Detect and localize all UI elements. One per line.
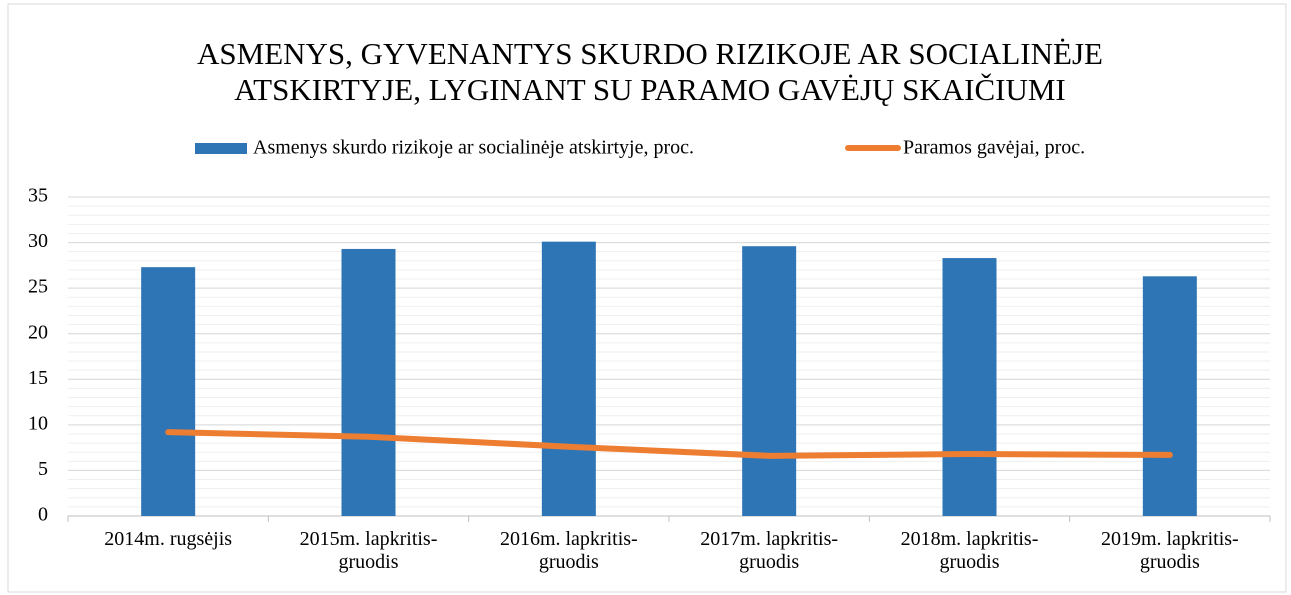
bar bbox=[742, 246, 797, 516]
y-tick-label: 30 bbox=[28, 230, 48, 252]
bar bbox=[541, 241, 596, 516]
legend-swatch bbox=[195, 143, 247, 154]
x-tick-label: 2016m. lapkritis-gruodis bbox=[499, 528, 638, 573]
chart-border bbox=[7, 3, 1287, 593]
bar bbox=[1142, 276, 1197, 516]
y-tick-label: 0 bbox=[38, 504, 48, 526]
x-tick-label: 2015m. lapkritis-gruodis bbox=[299, 528, 438, 573]
y-tick-label: 5 bbox=[38, 458, 48, 480]
x-tick-label: 2019m. lapkritis-gruodis bbox=[1100, 528, 1239, 573]
bar bbox=[141, 267, 196, 516]
chart-title: ASMENYS, GYVENANTYS SKURDO RIZIKOJE AR S… bbox=[197, 36, 1103, 107]
x-tick-label: 2017m. lapkritis-gruodis bbox=[700, 528, 839, 573]
y-tick-label: 10 bbox=[28, 412, 48, 434]
y-tick-label: 35 bbox=[28, 185, 48, 207]
bar bbox=[341, 248, 396, 517]
bar bbox=[942, 258, 997, 516]
y-tick-label: 20 bbox=[28, 321, 48, 343]
x-tick-label: 2014m. rugsėjis bbox=[104, 528, 233, 550]
x-tick-label: 2018m. lapkritis-gruodis bbox=[900, 528, 1039, 573]
legend-label: Asmenys skurdo rizikoje ar socialinėje a… bbox=[253, 137, 694, 159]
y-tick-label: 15 bbox=[28, 367, 48, 389]
line bbox=[165, 429, 1173, 459]
legend-label: Paramos gavėjai, proc. bbox=[903, 137, 1085, 159]
y-tick-label: 25 bbox=[28, 276, 48, 298]
